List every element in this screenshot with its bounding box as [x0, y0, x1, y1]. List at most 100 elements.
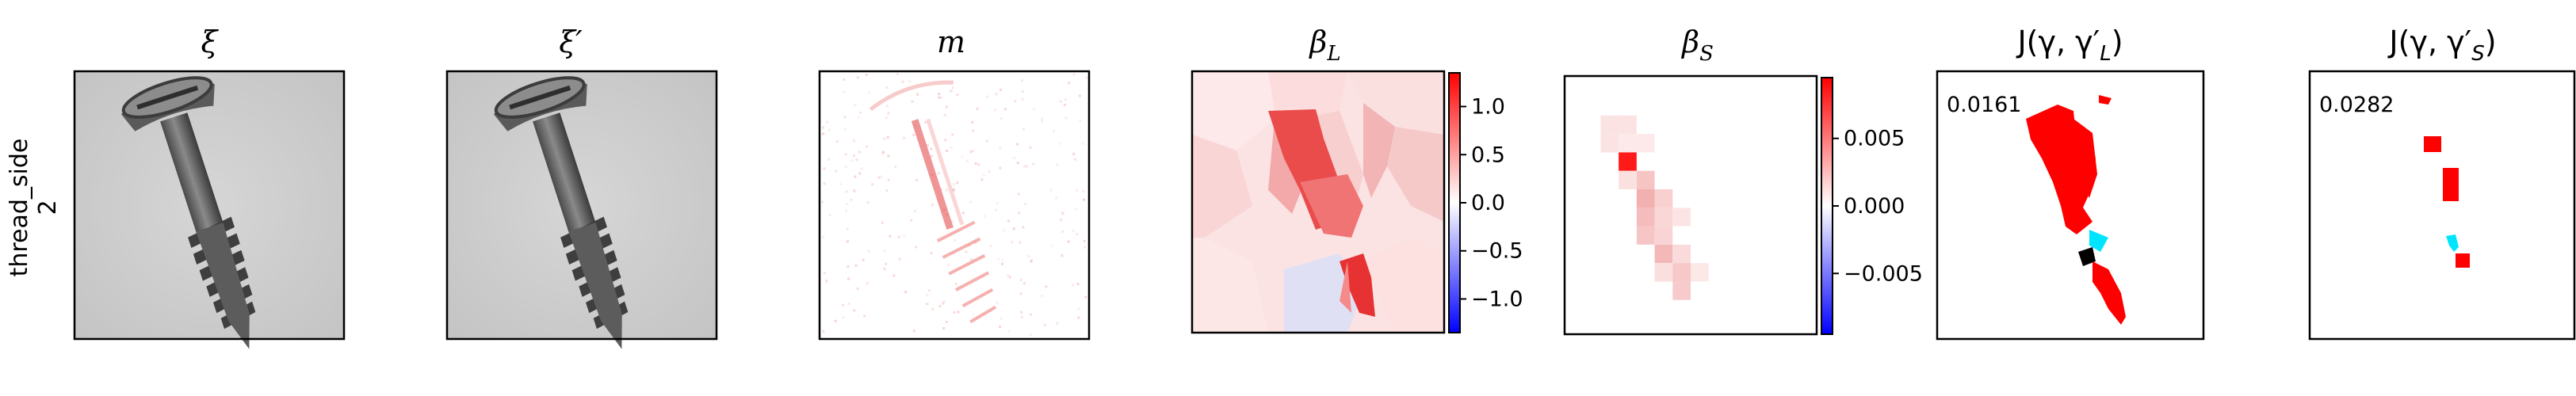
- panel-J-S-image: [2310, 71, 2574, 339]
- beta-S-cell: [1672, 263, 1691, 282]
- beta-S-cell: [1672, 244, 1691, 264]
- m-speckle-dot: [896, 73, 899, 76]
- m-speckle-dot: [913, 210, 916, 213]
- m-speckle-dot: [908, 80, 912, 83]
- m-speckle-dot: [945, 105, 948, 109]
- panel-beta-L-frame: [1191, 70, 1446, 334]
- beta-S-cell: [1619, 134, 1637, 153]
- m-speckle-dot: [1064, 116, 1068, 120]
- m-speckle-dot: [915, 179, 919, 182]
- colorbar-beta-L-ticks: 1.0 0.5 0.0 −0.5 −1.0: [1460, 95, 1523, 311]
- panel-xi-frame: [73, 70, 346, 341]
- m-speckle-dot: [912, 133, 915, 136]
- m-speckle-dot: [898, 257, 901, 261]
- m-speckle-dot: [887, 112, 890, 115]
- m-speckle-dot: [911, 100, 914, 103]
- m-speckle-dot: [828, 214, 831, 217]
- m-speckle-dot: [821, 200, 824, 204]
- m-speckle-dot: [930, 147, 933, 150]
- m-speckle-dot: [1019, 241, 1022, 244]
- m-speckle-dot: [866, 201, 869, 204]
- m-speckle-dot: [821, 126, 824, 129]
- m-speckle-dot: [889, 234, 892, 238]
- m-speckle-dot: [885, 116, 889, 120]
- m-speckle-dot: [871, 183, 874, 186]
- m-speckle-dot: [1076, 233, 1079, 236]
- m-speckle-dot: [852, 139, 855, 143]
- m-speckle-dot: [1043, 323, 1046, 326]
- m-speckle-dot: [843, 128, 847, 131]
- m-speckle-dot: [904, 291, 908, 294]
- m-speckle-dot: [860, 167, 863, 170]
- m-speckle-dot: [1018, 211, 1021, 215]
- m-speckle-dot: [980, 178, 984, 181]
- beta-S-cell: [1691, 263, 1709, 282]
- m-speckle-dot: [1063, 103, 1066, 106]
- m-speckle-dot: [1084, 295, 1087, 299]
- beta-S-cell: [1654, 189, 1673, 208]
- m-speckle-dot: [984, 215, 987, 218]
- m-speckle-dot: [1072, 73, 1076, 76]
- m-speckle-dot: [950, 89, 954, 93]
- m-speckle-dot: [1075, 188, 1078, 192]
- m-speckle: [821, 73, 1088, 337]
- beta-S-cell: [1672, 208, 1691, 227]
- m-speckle-dot: [844, 153, 847, 156]
- m-speckle-dot: [927, 289, 931, 292]
- m-speckle-dot: [926, 143, 929, 147]
- panel-J-S-title: J(γ, γ′S): [2387, 25, 2496, 66]
- m-speckle-dot: [1071, 284, 1074, 287]
- m-speckle-dot: [835, 169, 838, 173]
- beta-S-cell: [1654, 263, 1673, 282]
- m-speckle-dot: [842, 303, 845, 307]
- m-speckle-dot: [846, 227, 849, 230]
- m-speckle-dot: [1016, 143, 1019, 146]
- m-speckle-dot: [1021, 97, 1024, 101]
- beta-S-cell: [1619, 115, 1637, 135]
- m-speckle-dot: [926, 303, 929, 306]
- m-speckle-dot: [976, 107, 979, 110]
- m-speckle-dot: [953, 310, 956, 314]
- panel-J-L-title: J(γ, γ′L): [2016, 25, 2123, 66]
- m-speckle-dot: [843, 78, 846, 81]
- m-speckle-dot: [866, 282, 869, 285]
- m-speckle-dot: [952, 183, 955, 186]
- m-speckle-dot: [945, 321, 948, 324]
- m-speckle-dot: [881, 152, 885, 155]
- beta-S-cell: [1619, 152, 1637, 171]
- m-speckle-dot: [847, 277, 850, 280]
- m-speckle-dot: [1029, 146, 1032, 149]
- m-speckle-dot: [856, 76, 859, 79]
- m-speckle-dot: [1076, 283, 1080, 286]
- m-speckle-dot: [969, 200, 973, 204]
- m-speckle-dot: [942, 327, 946, 330]
- beta-S-cell: [1654, 244, 1673, 264]
- m-speckle-dot: [996, 301, 999, 304]
- panel-beta-L: βL 1.0 0.5 0.0 −0.5 −1.0: [1191, 25, 1523, 334]
- m-speckle-dot: [986, 95, 989, 98]
- m-speckle-dot: [1052, 129, 1055, 132]
- m-speckle-dot: [853, 189, 856, 192]
- m-speckle-dot: [985, 139, 988, 143]
- panel-xi-prime-title: ξ′: [559, 25, 583, 59]
- m-speckle-dot: [937, 172, 940, 175]
- m-speckle-dot: [847, 303, 850, 306]
- m-speckle-dot: [1056, 322, 1059, 325]
- beta-S-cell: [1636, 208, 1655, 227]
- m-speckle-dot: [822, 329, 825, 333]
- m-speckle-dot: [1051, 245, 1054, 248]
- beta-S-cell: [1600, 134, 1619, 153]
- m-speckle-dot: [956, 181, 959, 185]
- colorbar-beta-L: 1.0 0.5 0.0 −0.5 −1.0: [1448, 72, 1523, 333]
- m-speckle-dot: [903, 234, 906, 238]
- m-speckle-dot: [1013, 157, 1016, 160]
- m-speckle-dot: [885, 189, 889, 192]
- m-speckle-dot: [881, 221, 884, 224]
- m-speckle-dot: [882, 267, 885, 270]
- m-speckle-dot: [886, 135, 889, 139]
- m-speckle-dot: [859, 111, 862, 114]
- m-speckle-dot: [1022, 226, 1025, 229]
- m-speckle-dot: [952, 86, 955, 89]
- m-speckle-dot: [850, 198, 853, 201]
